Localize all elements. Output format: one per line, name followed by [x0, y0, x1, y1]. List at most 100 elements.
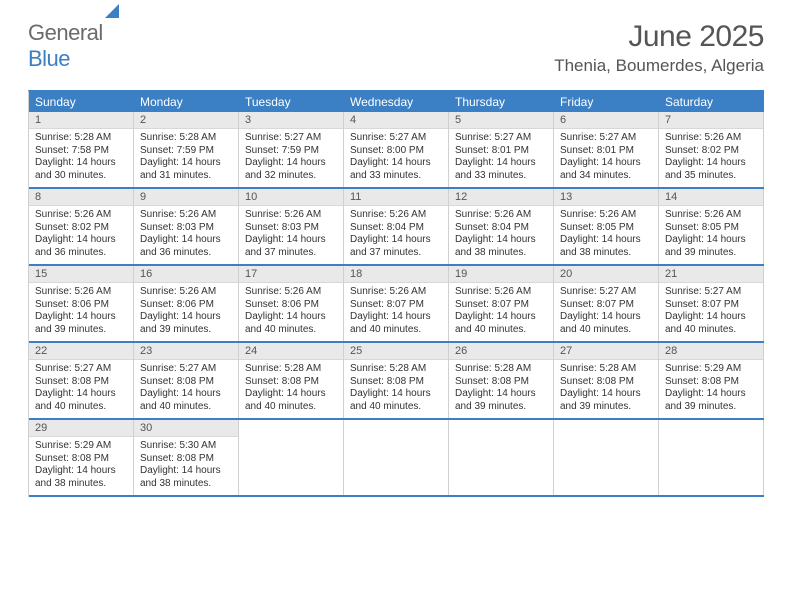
day-day2: and 31 minutes. [140, 170, 232, 183]
weekday-header: Tuesday [239, 92, 344, 112]
day-sunset: Sunset: 8:04 PM [350, 222, 442, 235]
day-day1: Daylight: 14 hours [140, 465, 232, 478]
day-number: 25 [344, 343, 448, 360]
day-sunrise: Sunrise: 5:26 AM [455, 209, 547, 222]
day-body: Sunrise: 5:26 AMSunset: 8:06 PMDaylight:… [29, 283, 133, 341]
calendar-day: 15Sunrise: 5:26 AMSunset: 8:06 PMDayligh… [29, 266, 134, 341]
calendar-day: 4Sunrise: 5:27 AMSunset: 8:00 PMDaylight… [344, 112, 449, 187]
day-number: 24 [239, 343, 343, 360]
day-body: Sunrise: 5:26 AMSunset: 8:03 PMDaylight:… [239, 206, 343, 264]
day-number: 28 [659, 343, 763, 360]
day-day1: Daylight: 14 hours [140, 388, 232, 401]
day-body: Sunrise: 5:29 AMSunset: 8:08 PMDaylight:… [659, 360, 763, 418]
day-sunrise: Sunrise: 5:28 AM [35, 132, 127, 145]
day-day2: and 40 minutes. [140, 401, 232, 414]
day-day1: Daylight: 14 hours [665, 388, 757, 401]
calendar-day-blank [449, 420, 554, 495]
day-sunset: Sunset: 8:03 PM [140, 222, 232, 235]
day-sunrise: Sunrise: 5:29 AM [665, 363, 757, 376]
day-sunrise: Sunrise: 5:27 AM [245, 132, 337, 145]
calendar-day: 30Sunrise: 5:30 AMSunset: 8:08 PMDayligh… [134, 420, 239, 495]
day-sunrise: Sunrise: 5:27 AM [665, 286, 757, 299]
day-body: Sunrise: 5:26 AMSunset: 8:07 PMDaylight:… [449, 283, 553, 341]
day-day1: Daylight: 14 hours [245, 157, 337, 170]
calendar-day: 18Sunrise: 5:26 AMSunset: 8:07 PMDayligh… [344, 266, 449, 341]
day-body: Sunrise: 5:27 AMSunset: 8:07 PMDaylight:… [659, 283, 763, 341]
day-body: Sunrise: 5:26 AMSunset: 8:06 PMDaylight:… [134, 283, 238, 341]
calendar-day-blank [239, 420, 344, 495]
day-day1: Daylight: 14 hours [665, 157, 757, 170]
day-number: 23 [134, 343, 238, 360]
day-sunrise: Sunrise: 5:26 AM [665, 132, 757, 145]
day-sunset: Sunset: 8:06 PM [140, 299, 232, 312]
day-sunset: Sunset: 8:07 PM [350, 299, 442, 312]
day-body: Sunrise: 5:28 AMSunset: 8:08 PMDaylight:… [554, 360, 658, 418]
day-number: 15 [29, 266, 133, 283]
day-sunrise: Sunrise: 5:26 AM [350, 286, 442, 299]
calendar-day: 27Sunrise: 5:28 AMSunset: 8:08 PMDayligh… [554, 343, 659, 418]
weekday-header: Sunday [29, 92, 134, 112]
day-day1: Daylight: 14 hours [350, 311, 442, 324]
calendar-day: 2 Sunrise: 5:28 AMSunset: 7:59 PMDaylight… [134, 112, 239, 187]
logo-text-block: General Blue [28, 20, 119, 72]
day-body: Sunrise: 5:26 AMSunset: 8:06 PMDaylight:… [239, 283, 343, 341]
day-sunrise: Sunrise: 5:26 AM [665, 209, 757, 222]
day-day1: Daylight: 14 hours [245, 388, 337, 401]
day-sunrise: Sunrise: 5:27 AM [560, 286, 652, 299]
day-body: Sunrise: 5:26 AMSunset: 8:05 PMDaylight:… [554, 206, 658, 264]
day-body: Sunrise: 5:26 AMSunset: 8:04 PMDaylight:… [449, 206, 553, 264]
calendar-day: 16Sunrise: 5:26 AMSunset: 8:06 PMDayligh… [134, 266, 239, 341]
day-sunset: Sunset: 8:08 PM [140, 453, 232, 466]
weekday-header: Friday [554, 92, 659, 112]
day-sunset: Sunset: 7:59 PM [140, 145, 232, 158]
day-day1: Daylight: 14 hours [140, 311, 232, 324]
day-sunset: Sunset: 8:03 PM [245, 222, 337, 235]
calendar-day: 9Sunrise: 5:26 AMSunset: 8:03 PMDaylight… [134, 189, 239, 264]
day-sunrise: Sunrise: 5:28 AM [350, 363, 442, 376]
weekday-header: Monday [134, 92, 239, 112]
day-number: 26 [449, 343, 553, 360]
calendar-day: 21Sunrise: 5:27 AMSunset: 8:07 PMDayligh… [659, 266, 764, 341]
day-sunset: Sunset: 7:58 PM [35, 145, 127, 158]
day-day2: and 40 minutes. [35, 401, 127, 414]
day-number: 3 [239, 112, 343, 129]
day-day1: Daylight: 14 hours [560, 388, 652, 401]
calendar-day: 17Sunrise: 5:26 AMSunset: 8:06 PMDayligh… [239, 266, 344, 341]
day-day1: Daylight: 14 hours [665, 234, 757, 247]
day-sunrise: Sunrise: 5:28 AM [455, 363, 547, 376]
day-number: 7 [659, 112, 763, 129]
day-sunset: Sunset: 8:08 PM [350, 376, 442, 389]
day-day1: Daylight: 14 hours [455, 388, 547, 401]
day-day2: and 39 minutes. [665, 247, 757, 260]
day-day2: and 40 minutes. [665, 324, 757, 337]
day-body: Sunrise: 5:27 AMSunset: 8:07 PMDaylight:… [554, 283, 658, 341]
brand-logo: General Blue [28, 20, 119, 72]
day-day1: Daylight: 14 hours [560, 157, 652, 170]
calendar-day: 25Sunrise: 5:28 AMSunset: 8:08 PMDayligh… [344, 343, 449, 418]
day-number: 2 [134, 112, 238, 129]
logo-text-blue: Blue [28, 46, 70, 71]
day-day1: Daylight: 14 hours [140, 157, 232, 170]
day-day2: and 38 minutes. [560, 247, 652, 260]
day-body: Sunrise: 5:27 AMSunset: 8:00 PMDaylight:… [344, 129, 448, 187]
day-number: 29 [29, 420, 133, 437]
day-sunset: Sunset: 8:07 PM [560, 299, 652, 312]
day-sunrise: Sunrise: 5:26 AM [245, 209, 337, 222]
day-day1: Daylight: 14 hours [35, 157, 127, 170]
calendar-day: 19Sunrise: 5:26 AMSunset: 8:07 PMDayligh… [449, 266, 554, 341]
calendar-day-blank [554, 420, 659, 495]
day-sunset: Sunset: 8:08 PM [140, 376, 232, 389]
day-sunset: Sunset: 8:08 PM [245, 376, 337, 389]
day-day1: Daylight: 14 hours [665, 311, 757, 324]
day-sunset: Sunset: 8:01 PM [455, 145, 547, 158]
day-day1: Daylight: 14 hours [350, 234, 442, 247]
weekday-header: Saturday [659, 92, 764, 112]
calendar-day: 10Sunrise: 5:26 AMSunset: 8:03 PMDayligh… [239, 189, 344, 264]
day-day1: Daylight: 14 hours [455, 157, 547, 170]
header: General Blue June 2025 Thenia, Boumerdes… [0, 0, 792, 84]
day-day1: Daylight: 14 hours [35, 388, 127, 401]
day-sunset: Sunset: 8:00 PM [350, 145, 442, 158]
day-sunset: Sunset: 8:07 PM [665, 299, 757, 312]
calendar-day: 11Sunrise: 5:26 AMSunset: 8:04 PMDayligh… [344, 189, 449, 264]
day-sunrise: Sunrise: 5:28 AM [140, 132, 232, 145]
